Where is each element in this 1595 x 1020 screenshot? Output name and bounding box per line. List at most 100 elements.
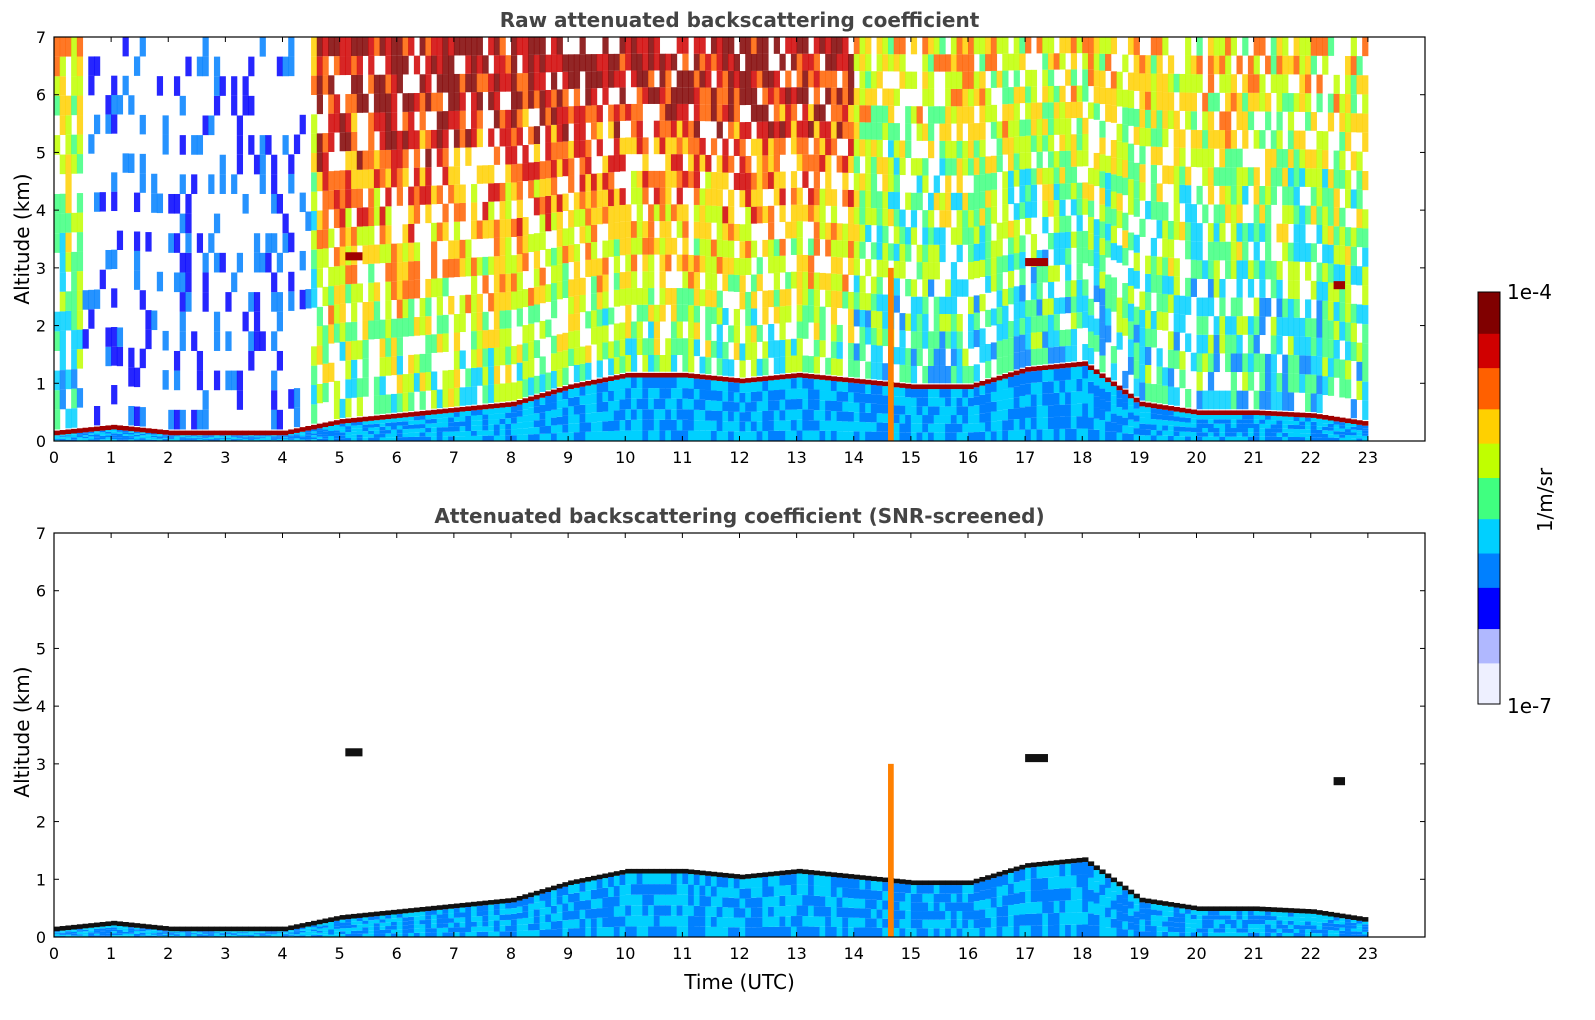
heatmap-cell — [1105, 308, 1112, 326]
heatmap-cell — [705, 289, 712, 307]
heatmap-cell — [562, 407, 569, 416]
heatmap-cell — [1116, 175, 1123, 194]
heatmap-cell — [1127, 90, 1135, 109]
heatmap-cell — [579, 363, 586, 381]
heatmap-cell — [842, 421, 849, 432]
heatmap-cell — [705, 205, 712, 223]
heatmap-cell — [602, 431, 609, 441]
heatmap-cell — [670, 154, 678, 171]
heatmap-cell — [1156, 384, 1163, 404]
heatmap-cell — [533, 427, 541, 435]
heatmap-cell — [202, 272, 209, 293]
heatmap-cell — [836, 53, 843, 71]
heatmap-cell — [385, 37, 392, 56]
heatmap-cell — [642, 288, 649, 305]
heatmap-cell — [659, 398, 666, 410]
heatmap-cell — [202, 437, 209, 439]
heatmap-cell — [1059, 329, 1066, 347]
heatmap-cell — [819, 154, 826, 172]
heatmap-cell — [859, 241, 866, 259]
heatmap-cell — [705, 154, 712, 172]
heatmap-cell — [945, 314, 952, 332]
heatmap-cell — [368, 112, 375, 132]
heatmap-cell — [488, 366, 495, 385]
heatmap-cell — [1247, 432, 1255, 437]
x-tick-label: 6 — [392, 448, 402, 467]
heatmap-cell — [1282, 392, 1289, 411]
heatmap-cell — [1030, 382, 1038, 395]
heatmap-cell — [636, 388, 643, 399]
heatmap-cell — [893, 396, 900, 406]
heatmap-cell — [779, 289, 786, 307]
heatmap-cell — [459, 421, 466, 427]
heatmap-cell — [1133, 234, 1140, 253]
heatmap-cell — [910, 415, 918, 424]
heatmap-cell — [682, 170, 689, 188]
heatmap-cell — [956, 106, 963, 124]
heatmap-cell — [928, 279, 935, 297]
heatmap-cell — [402, 261, 409, 281]
heatmap-cell — [1025, 349, 1032, 366]
heatmap-cell — [625, 419, 632, 431]
heatmap-cell — [1127, 37, 1135, 55]
heatmap-cell — [745, 121, 752, 139]
heatmap-cell — [1127, 412, 1135, 420]
heatmap-cell — [248, 56, 255, 77]
heatmap-cell — [82, 923, 89, 929]
heatmap-cell — [956, 71, 963, 89]
heatmap-cell — [59, 213, 66, 233]
heatmap-cell — [1316, 319, 1323, 338]
heatmap-cell — [168, 438, 175, 440]
heatmap-cell — [1190, 222, 1197, 242]
heatmap-cell — [1047, 298, 1055, 315]
heatmap-cell — [550, 177, 558, 196]
heatmap-cell — [1162, 110, 1169, 129]
heatmap-cell — [705, 410, 712, 421]
heatmap-cell — [922, 88, 929, 107]
heatmap-cell — [1053, 416, 1060, 429]
heatmap-cell — [1270, 260, 1277, 280]
heatmap-cell — [1333, 150, 1340, 170]
heatmap-cell — [185, 934, 192, 936]
heatmap-cell — [1333, 424, 1340, 428]
heatmap-cell — [356, 207, 363, 227]
heatmap-cell — [928, 415, 935, 424]
heatmap-cell — [402, 111, 409, 131]
heatmap-cell — [619, 389, 626, 400]
heatmap-cell — [1242, 423, 1249, 429]
heatmap-cell — [425, 419, 432, 424]
heatmap-cell — [1305, 318, 1312, 337]
heatmap-cell — [408, 424, 415, 429]
heatmap-cell — [1093, 407, 1100, 419]
heatmap-cell — [973, 71, 980, 89]
heatmap-cell — [448, 417, 455, 423]
heatmap-cell — [602, 53, 609, 71]
heatmap-cell — [802, 171, 809, 188]
heatmap-cell — [836, 257, 843, 275]
heatmap-cell — [213, 95, 221, 116]
heatmap-cell — [990, 189, 998, 207]
heatmap-cell — [579, 277, 586, 295]
heatmap-cell — [1133, 324, 1140, 343]
heatmap-cell — [968, 54, 975, 72]
heatmap-cell — [996, 430, 1003, 441]
heatmap-cell — [493, 408, 501, 414]
heatmap-cell — [996, 138, 1003, 156]
heatmap-cell — [1082, 279, 1089, 296]
heatmap-cell — [979, 431, 986, 441]
heatmap-cell — [779, 389, 786, 400]
heatmap-cell — [813, 323, 820, 340]
heatmap-cell — [219, 439, 226, 441]
heatmap-cell — [231, 95, 238, 116]
heatmap-cell — [1236, 167, 1243, 186]
heatmap-cell — [1025, 135, 1032, 153]
heatmap-cell — [1247, 419, 1255, 424]
heatmap-cell — [1322, 300, 1329, 320]
heatmap-cell — [1265, 186, 1272, 205]
heatmap-cell — [196, 935, 204, 937]
heatmap-cell — [511, 382, 518, 401]
heatmap-cell — [499, 347, 506, 366]
heatmap-cell — [956, 37, 963, 55]
heatmap-cell — [665, 409, 672, 420]
heatmap-cell — [676, 137, 683, 155]
